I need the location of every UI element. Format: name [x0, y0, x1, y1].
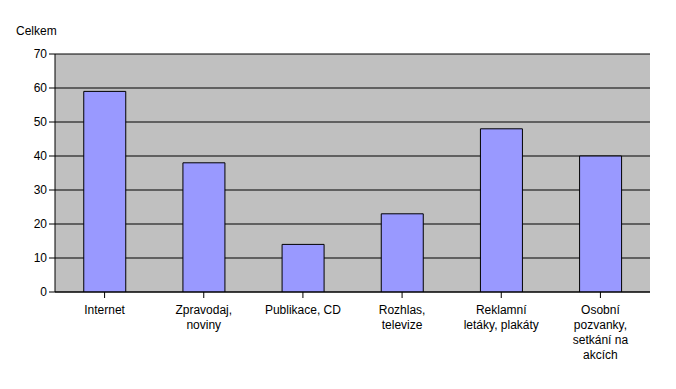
- svg-text:Rozhlas,televize: Rozhlas,televize: [379, 303, 426, 332]
- svg-text:70: 70: [34, 47, 48, 61]
- svg-text:Internet: Internet: [84, 303, 125, 317]
- html-text:Celkem: Celkem: [16, 24, 57, 38]
- svg-text:0: 0: [40, 285, 47, 299]
- svg-text:40: 40: [34, 149, 48, 163]
- svg-text:Publikace, CD: Publikace, CD: [265, 303, 341, 317]
- svg-text:20: 20: [34, 217, 48, 231]
- svg-text:60: 60: [34, 81, 48, 95]
- svg-text:30: 30: [34, 183, 48, 197]
- svg-text:10: 10: [34, 251, 48, 265]
- svg-text:50: 50: [34, 115, 48, 129]
- svg-text:Zpravodaj,noviny: Zpravodaj,noviny: [175, 303, 232, 332]
- svg-text:Osobnípozvanky,setkání naakcíc: Osobnípozvanky,setkání naakcích: [573, 303, 629, 362]
- svg-text:Reklamníletáky, plakáty: Reklamníletáky, plakáty: [464, 303, 539, 332]
